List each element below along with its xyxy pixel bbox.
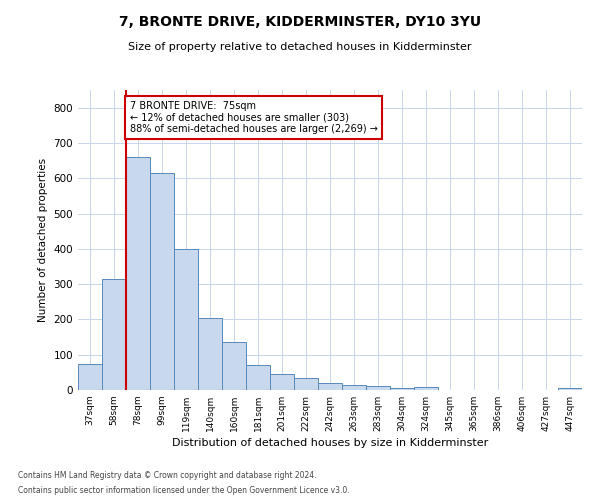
Bar bbox=[222, 342, 246, 390]
X-axis label: Distribution of detached houses by size in Kidderminster: Distribution of detached houses by size … bbox=[172, 438, 488, 448]
Bar bbox=[174, 249, 198, 390]
Bar bbox=[342, 384, 366, 390]
Bar bbox=[78, 364, 102, 390]
Bar bbox=[414, 387, 438, 390]
Text: Size of property relative to detached houses in Kidderminster: Size of property relative to detached ho… bbox=[128, 42, 472, 52]
Bar bbox=[198, 318, 222, 390]
Bar bbox=[126, 157, 150, 390]
Bar bbox=[558, 388, 582, 390]
Text: Contains HM Land Registry data © Crown copyright and database right 2024.: Contains HM Land Registry data © Crown c… bbox=[18, 471, 317, 480]
Bar bbox=[150, 173, 174, 390]
Y-axis label: Number of detached properties: Number of detached properties bbox=[38, 158, 48, 322]
Bar bbox=[318, 383, 342, 390]
Bar bbox=[390, 388, 414, 390]
Bar bbox=[246, 366, 270, 390]
Bar bbox=[294, 378, 318, 390]
Bar bbox=[102, 279, 126, 390]
Text: 7 BRONTE DRIVE:  75sqm
← 12% of detached houses are smaller (303)
88% of semi-de: 7 BRONTE DRIVE: 75sqm ← 12% of detached … bbox=[130, 100, 377, 134]
Text: 7, BRONTE DRIVE, KIDDERMINSTER, DY10 3YU: 7, BRONTE DRIVE, KIDDERMINSTER, DY10 3YU bbox=[119, 15, 481, 29]
Bar bbox=[366, 386, 390, 390]
Bar bbox=[270, 374, 294, 390]
Text: Contains public sector information licensed under the Open Government Licence v3: Contains public sector information licen… bbox=[18, 486, 350, 495]
